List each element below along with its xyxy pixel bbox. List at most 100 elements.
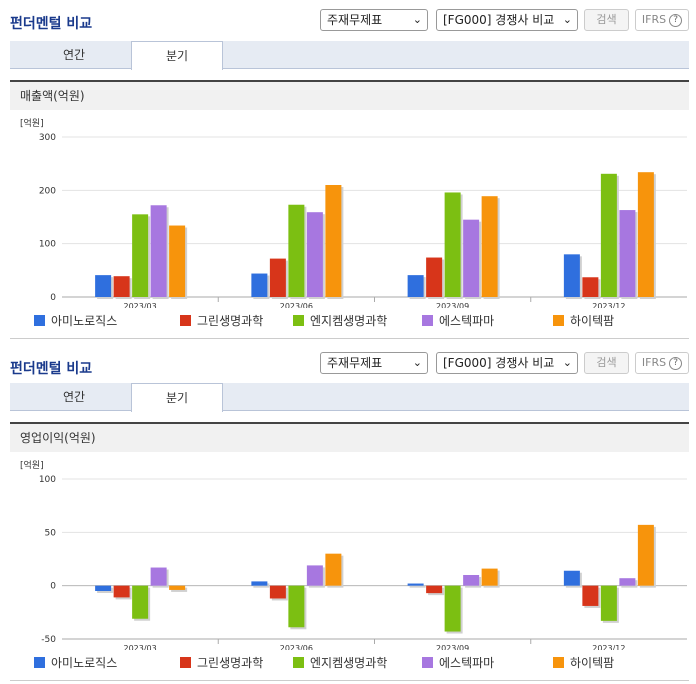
section-title: 펀더멘털 비교	[10, 16, 93, 32]
bar-3-1[interactable]	[582, 585, 599, 606]
bar-1-3[interactable]	[306, 212, 323, 297]
bar-1-0[interactable]	[251, 273, 268, 297]
fundamental-section-operating-profit: 펀더멘털 비교 주재무제표 ⌄ [FG000] 경쟁사 비교 ⌄ 검색 IFRS…	[0, 342, 696, 684]
bar-1-4[interactable]	[325, 185, 342, 297]
bar-3-4[interactable]	[637, 524, 654, 586]
bar-0-1[interactable]	[113, 276, 130, 297]
panel-title: 매출액(억원)	[10, 80, 689, 110]
bar-3-0[interactable]	[563, 570, 580, 586]
legend-item[interactable]: 에스텍파마	[422, 313, 494, 329]
legend-item[interactable]: 하이텍팜	[553, 313, 614, 329]
ifrs-help-button[interactable]: IFRS?	[635, 352, 689, 374]
legend-item[interactable]: 하이텍팜	[553, 655, 614, 671]
bar-3-1[interactable]	[582, 277, 599, 297]
bar-2-0[interactable]	[407, 583, 424, 586]
statement-select-value: 주재무제표	[327, 356, 383, 370]
bar-0-2[interactable]	[132, 214, 149, 297]
bar-2-4[interactable]	[481, 196, 498, 297]
peer-select-value: [FG000] 경쟁사 비교	[443, 13, 555, 27]
bar-1-1[interactable]	[269, 258, 286, 297]
ifrs-label: IFRS	[641, 356, 667, 369]
chevron-down-icon: ⌄	[562, 356, 572, 369]
tab-quarterly[interactable]: 분기	[131, 41, 223, 70]
divider	[10, 338, 689, 339]
chart-legend: 아미노로직스 그린생명과학 엔지켐생명과학 에스텍파마 하이텍팜	[10, 313, 689, 331]
bar-2-3[interactable]	[463, 575, 480, 586]
section-title: 펀더멘털 비교	[10, 361, 93, 377]
bar-0-3[interactable]	[150, 205, 167, 297]
peer-select[interactable]: [FG000] 경쟁사 비교 ⌄	[436, 352, 578, 374]
bar-3-2[interactable]	[600, 173, 617, 297]
bar-3-2[interactable]	[600, 585, 617, 621]
x-tick-label: 2023/06	[280, 302, 313, 308]
tab-annual[interactable]: 연간	[62, 390, 86, 404]
legend-label: 아미노로직스	[51, 656, 118, 670]
bar-0-1[interactable]	[113, 585, 130, 598]
question-icon: ?	[669, 13, 683, 27]
revenue-chart: [억원] 0 100 200 300 2023/03 2023/06 2023/09 2023/…	[10, 112, 689, 311]
legend-item[interactable]: 에스텍파마	[422, 655, 494, 671]
peer-select[interactable]: [FG000] 경쟁사 비교 ⌄	[436, 9, 578, 31]
bar-1-4[interactable]	[325, 553, 342, 586]
legend-label: 에스텍파마	[439, 314, 495, 328]
y-tick-label: 50	[45, 528, 57, 538]
search-button[interactable]: 검색	[584, 352, 629, 374]
legend-item[interactable]: 그린생명과학	[180, 313, 263, 329]
divider	[10, 680, 689, 681]
bar-2-1[interactable]	[426, 585, 443, 594]
x-tick-label: 2023/09	[436, 644, 469, 650]
bar-3-4[interactable]	[637, 172, 654, 297]
y-unit-label: [억원]	[20, 117, 44, 129]
search-button[interactable]: 검색	[584, 9, 629, 31]
legend-swatch	[553, 657, 564, 668]
statement-select-value: 주재무제표	[327, 13, 383, 27]
legend-label: 그린생명과학	[197, 656, 264, 670]
legend-label: 그린생명과학	[197, 314, 264, 328]
bar-3-3[interactable]	[619, 578, 636, 586]
bar-0-2[interactable]	[132, 585, 149, 619]
bar-0-0[interactable]	[95, 585, 112, 591]
bar-0-4[interactable]	[169, 585, 186, 590]
legend-swatch	[180, 657, 191, 668]
legend-label: 엔지켐생명과학	[310, 314, 388, 328]
bar-1-1[interactable]	[269, 585, 286, 599]
period-tabbar: 연간 분기	[10, 41, 689, 70]
bar-0-4[interactable]	[169, 225, 186, 297]
legend-swatch	[422, 657, 433, 668]
bar-3-3[interactable]	[619, 210, 636, 297]
legend-item[interactable]: 아미노로직스	[34, 313, 117, 329]
bar-1-2[interactable]	[288, 204, 305, 297]
bar-0-3[interactable]	[150, 567, 167, 586]
peer-select-value: [FG000] 경쟁사 비교	[443, 356, 555, 370]
bar-2-2[interactable]	[444, 192, 461, 297]
x-tick-label: 2023/03	[124, 302, 157, 308]
question-icon: ?	[669, 356, 683, 370]
bar-2-2[interactable]	[444, 585, 461, 632]
legend-swatch	[180, 315, 191, 326]
tab-quarterly[interactable]: 분기	[131, 383, 223, 412]
x-tick-label: 2023/12	[592, 644, 625, 650]
bar-1-0[interactable]	[251, 581, 268, 586]
bar-2-1[interactable]	[426, 257, 443, 297]
revenue-chart-svg: [억원] 0 100 200 300 2023/03 2023/06 2023/09 2023/…	[20, 117, 687, 311]
statement-select[interactable]: 주재무제표 ⌄	[320, 9, 428, 31]
legend-swatch	[34, 657, 45, 668]
fundamental-section-revenue: 펀더멘털 비교 주재무제표 ⌄ [FG000] 경쟁사 비교 ⌄ 검색 IFRS…	[10, 9, 689, 339]
y-tick-label: 200	[39, 186, 56, 196]
legend-item[interactable]: 엔지켐생명과학	[293, 655, 387, 671]
legend-item[interactable]: 그린생명과학	[180, 655, 263, 671]
statement-select[interactable]: 주재무제표 ⌄	[320, 352, 428, 374]
bar-2-0[interactable]	[407, 275, 424, 297]
legend-item[interactable]: 엔지켐생명과학	[293, 313, 387, 329]
ifrs-help-button[interactable]: IFRS?	[635, 9, 689, 31]
y-tick-label: 0	[50, 293, 56, 303]
bar-2-3[interactable]	[463, 219, 480, 297]
bar-0-0[interactable]	[95, 275, 112, 297]
bar-1-2[interactable]	[288, 585, 305, 628]
tab-annual[interactable]: 연간	[62, 48, 86, 62]
bar-2-4[interactable]	[481, 568, 498, 586]
legend-item[interactable]: 아미노로직스	[34, 655, 117, 671]
bar-1-3[interactable]	[306, 565, 323, 586]
bar-3-0[interactable]	[563, 254, 580, 297]
operating-profit-chart-svg: [억원] -50 0 50 100 2023/03 2023/06 2023/09 2023/1…	[20, 459, 687, 653]
